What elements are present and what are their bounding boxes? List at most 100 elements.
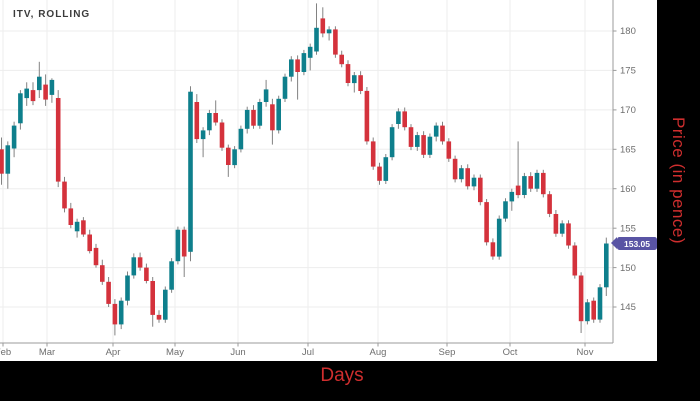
candle bbox=[169, 258, 174, 293]
candle bbox=[314, 3, 319, 55]
candle bbox=[282, 73, 288, 102]
candle bbox=[100, 259, 105, 285]
y-tick-label: 165 bbox=[620, 145, 636, 156]
candle bbox=[307, 43, 313, 71]
candle bbox=[11, 121, 17, 158]
candle bbox=[377, 162, 382, 185]
candle bbox=[326, 26, 332, 41]
y-axis-title: Price (in pence) bbox=[669, 116, 688, 245]
candle bbox=[383, 154, 389, 184]
candle bbox=[427, 133, 433, 158]
candle bbox=[408, 124, 414, 151]
candle bbox=[93, 243, 99, 268]
candle bbox=[591, 297, 596, 323]
x-axis-title: Days bbox=[320, 365, 364, 386]
candle bbox=[188, 86, 193, 262]
last-price-badge: 153.05 bbox=[611, 237, 657, 250]
candle bbox=[37, 61, 42, 98]
candle bbox=[81, 217, 86, 237]
candle bbox=[175, 226, 181, 265]
candlestick-chart[interactable]: 145 150 155 160 165 170 175 180 Feb Mar Apr May Jun J… bbox=[0, 0, 657, 361]
candle bbox=[528, 172, 533, 192]
candle bbox=[0, 137, 4, 185]
candle bbox=[226, 144, 231, 177]
x-tick-label: Nov bbox=[577, 347, 594, 358]
candle bbox=[263, 79, 269, 107]
candle bbox=[333, 26, 338, 58]
candle bbox=[112, 299, 118, 336]
y-tick-label: 145 bbox=[620, 302, 636, 313]
badge-arrow-icon bbox=[611, 237, 617, 249]
candle bbox=[459, 165, 464, 183]
candle bbox=[87, 229, 92, 254]
candle bbox=[515, 141, 521, 199]
x-tick-label: Aug bbox=[370, 347, 387, 358]
y-tick-label: 150 bbox=[620, 263, 636, 274]
candle bbox=[484, 199, 489, 246]
y-tick-label: 160 bbox=[620, 184, 636, 195]
candle bbox=[415, 131, 420, 151]
y-tick-label: 170 bbox=[620, 105, 636, 116]
candle bbox=[238, 125, 244, 153]
candle bbox=[547, 191, 552, 218]
candle bbox=[566, 220, 571, 249]
last-price-value: 153.05 bbox=[624, 238, 650, 249]
axes: 145 150 155 160 165 170 175 180 Feb Mar Apr May Jun J… bbox=[0, 0, 636, 358]
x-tick-label: May bbox=[166, 347, 184, 358]
candle bbox=[156, 310, 162, 323]
candle bbox=[534, 169, 540, 192]
candle bbox=[496, 215, 502, 260]
x-tick-label: Jun bbox=[230, 347, 245, 358]
candle bbox=[597, 284, 603, 323]
candle bbox=[541, 169, 546, 198]
y-tick-label: 180 bbox=[620, 26, 636, 37]
candle bbox=[194, 94, 200, 143]
candle bbox=[43, 74, 48, 106]
candle bbox=[131, 253, 137, 279]
candle bbox=[339, 50, 344, 68]
candle bbox=[244, 106, 250, 134]
candle bbox=[440, 121, 445, 145]
candle bbox=[465, 164, 470, 190]
candle bbox=[30, 82, 36, 106]
candle bbox=[219, 119, 225, 151]
candle bbox=[200, 127, 206, 158]
candle bbox=[345, 60, 351, 87]
candle bbox=[503, 198, 508, 222]
series-title: ITV, ROLLING bbox=[13, 9, 91, 20]
candle bbox=[270, 98, 275, 145]
candle bbox=[452, 155, 458, 183]
candle bbox=[478, 174, 483, 206]
y-tick-label: 155 bbox=[620, 223, 636, 234]
grid-lines bbox=[0, 0, 613, 343]
x-tick-label: Apr bbox=[106, 347, 121, 358]
y-tick-label: 175 bbox=[620, 66, 636, 77]
candle bbox=[295, 55, 300, 100]
candle bbox=[604, 237, 609, 296]
candle bbox=[74, 218, 80, 238]
candle bbox=[320, 7, 326, 38]
candles[interactable] bbox=[0, 3, 609, 336]
candle bbox=[433, 122, 439, 142]
candle bbox=[150, 277, 155, 327]
candle bbox=[509, 188, 515, 211]
candle bbox=[396, 108, 401, 129]
candle bbox=[5, 141, 11, 189]
x-tick-label: Feb bbox=[0, 347, 11, 358]
candle bbox=[137, 252, 143, 271]
candle bbox=[490, 238, 496, 260]
candle bbox=[24, 82, 29, 106]
candle bbox=[49, 78, 55, 103]
candle bbox=[55, 90, 61, 188]
candle bbox=[289, 56, 294, 82]
candle bbox=[301, 49, 307, 76]
candle bbox=[389, 124, 395, 161]
candle bbox=[18, 90, 23, 130]
candle bbox=[213, 100, 218, 126]
candle bbox=[553, 210, 559, 237]
x-tick-label: Jul bbox=[302, 347, 314, 358]
candle bbox=[276, 95, 281, 134]
candle bbox=[402, 107, 407, 131]
candle bbox=[522, 172, 527, 199]
